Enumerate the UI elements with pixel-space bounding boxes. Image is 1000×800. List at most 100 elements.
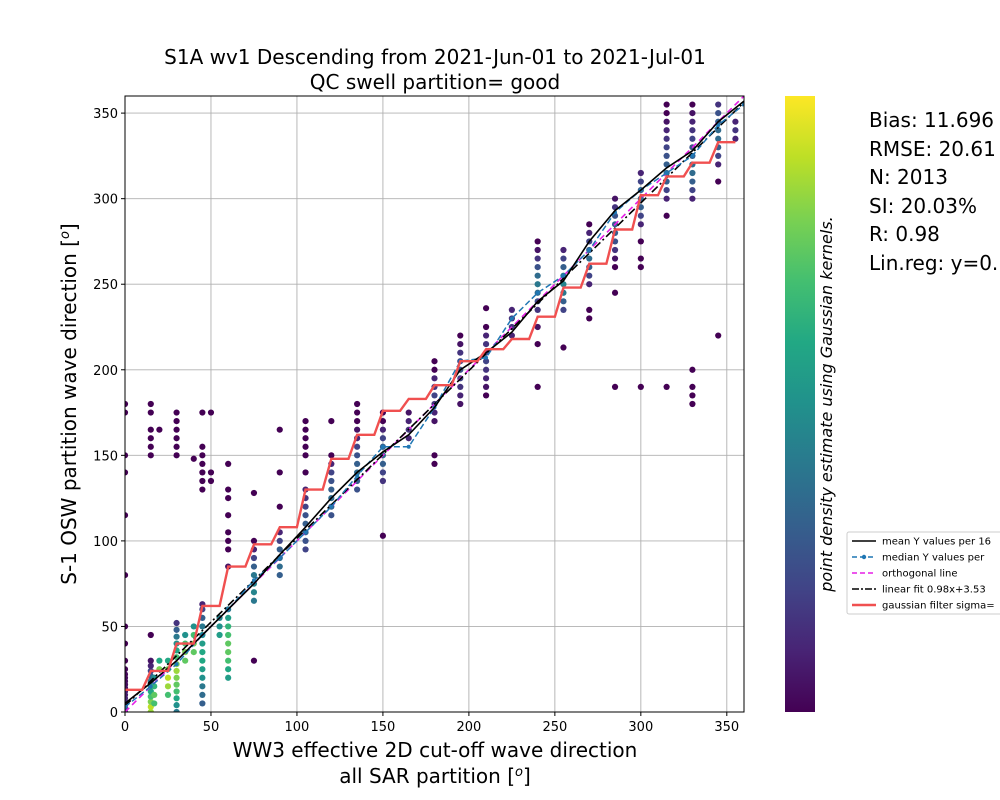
data-point xyxy=(225,640,232,647)
x-tick-label: 100 xyxy=(285,720,310,735)
data-point xyxy=(637,238,644,245)
data-point xyxy=(431,366,438,373)
data-point xyxy=(379,469,387,476)
x-axis-label-line2: all SAR partition [o] xyxy=(339,764,531,788)
data-point xyxy=(431,460,438,467)
data-point xyxy=(190,649,197,656)
data-point xyxy=(663,135,670,142)
data-point xyxy=(611,255,619,262)
data-point xyxy=(354,443,361,450)
data-point xyxy=(302,452,309,459)
data-point xyxy=(147,708,154,712)
data-point xyxy=(276,572,283,579)
data-point xyxy=(457,400,464,408)
data-point xyxy=(560,246,567,254)
data-point xyxy=(354,486,361,493)
data-point xyxy=(125,469,129,476)
data-point xyxy=(689,135,696,142)
data-point xyxy=(611,289,619,296)
data-point xyxy=(225,460,232,467)
median-marker xyxy=(509,316,514,321)
data-point xyxy=(302,435,309,442)
legend-label: median Y values per xyxy=(882,553,985,564)
data-point xyxy=(534,238,541,245)
data-point xyxy=(207,477,215,485)
median-marker xyxy=(561,273,566,278)
colorbar xyxy=(785,96,815,712)
data-point xyxy=(302,537,309,544)
data-point xyxy=(276,563,283,570)
data-point xyxy=(689,400,696,408)
data-point xyxy=(125,452,129,459)
data-point xyxy=(689,178,696,185)
data-point xyxy=(379,435,387,442)
data-point xyxy=(663,101,670,108)
data-point xyxy=(715,135,722,142)
data-point xyxy=(354,400,361,408)
data-point xyxy=(147,443,154,450)
data-point xyxy=(207,409,215,416)
data-point xyxy=(663,152,670,159)
data-point xyxy=(379,477,387,485)
median-marker xyxy=(303,530,308,535)
stat-line: Lin.reg: y=0. xyxy=(869,250,999,275)
data-point xyxy=(663,383,670,390)
data-point xyxy=(534,246,541,254)
data-point xyxy=(611,195,619,202)
data-point xyxy=(482,341,490,348)
data-point xyxy=(663,187,670,194)
data-point xyxy=(250,657,258,664)
data-point xyxy=(663,144,670,151)
data-point xyxy=(354,409,361,416)
data-point xyxy=(689,392,696,399)
data-point xyxy=(482,305,490,312)
data-point xyxy=(225,631,232,639)
data-point xyxy=(125,512,129,519)
data-point xyxy=(225,529,232,536)
data-point xyxy=(225,495,232,502)
legend-label: gaussian filter sigma= xyxy=(882,601,995,612)
data-point xyxy=(663,118,670,125)
data-point xyxy=(689,195,696,202)
data-point xyxy=(482,375,490,382)
data-point xyxy=(164,683,172,690)
plot-frame xyxy=(124,95,745,713)
data-point xyxy=(199,683,206,690)
x-tick-label: 350 xyxy=(714,720,739,735)
x-tick-label: 200 xyxy=(456,720,481,735)
data-point xyxy=(586,221,593,228)
data-point xyxy=(190,623,197,630)
data-point xyxy=(216,631,223,639)
data-point xyxy=(147,631,154,639)
data-point xyxy=(216,623,223,630)
data-point xyxy=(586,229,593,236)
median-marker xyxy=(251,578,256,583)
data-point xyxy=(173,426,180,433)
data-point xyxy=(637,383,644,390)
data-point xyxy=(225,666,232,673)
data-point xyxy=(225,512,232,519)
gaussian-filter-line xyxy=(125,141,736,691)
data-point xyxy=(328,512,335,519)
data-point xyxy=(250,554,258,562)
data-point xyxy=(560,255,567,262)
data-point xyxy=(715,101,722,108)
data-point xyxy=(689,187,696,194)
data-point xyxy=(482,366,490,373)
data-point xyxy=(431,418,438,425)
stats-panel: Bias: 11.696 RMSE: 20.61 N: 2013 SI: 20.03%… xyxy=(869,106,998,277)
data-point xyxy=(276,469,283,476)
data-point xyxy=(276,503,283,510)
data-point xyxy=(689,101,696,108)
data-point xyxy=(173,418,180,425)
data-point xyxy=(125,657,129,664)
data-point xyxy=(173,626,180,633)
data-point xyxy=(250,563,258,570)
data-point xyxy=(125,623,129,630)
median-marker xyxy=(406,444,411,449)
data-point xyxy=(457,383,464,390)
data-point xyxy=(534,281,541,288)
data-point xyxy=(637,169,644,177)
data-point xyxy=(302,469,309,476)
median-marker xyxy=(716,123,721,128)
